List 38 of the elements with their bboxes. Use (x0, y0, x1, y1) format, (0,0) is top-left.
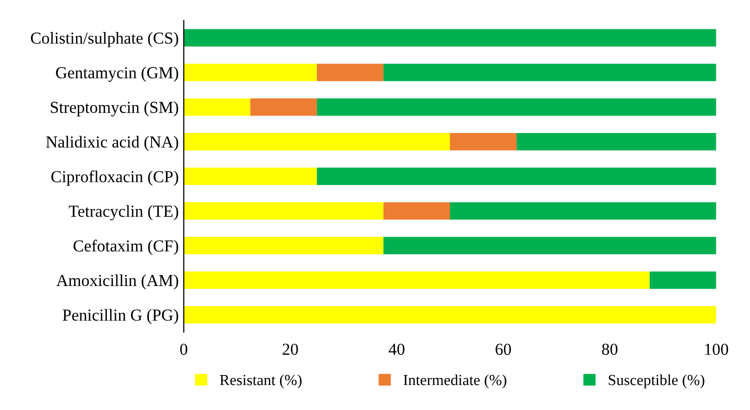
bar (184, 29, 716, 46)
bar (250, 98, 317, 116)
bar (316, 168, 716, 185)
x-tick-label: 80 (602, 344, 618, 355)
bar (316, 64, 384, 82)
legend-label: Intermediate (%) (404, 374, 506, 388)
bar (383, 64, 716, 82)
y-tick-label: Gentamycin (GM) (56, 66, 178, 82)
y-tick-label: Colistin/sulphate (CS) (30, 32, 178, 48)
y-tick-label: Nalidixic acid (NA) (46, 136, 178, 152)
x-tick-label: 60 (496, 344, 511, 355)
bar (184, 168, 317, 185)
x-tick-label: 100 (705, 344, 728, 355)
y-tick-label: Ciprofloxacin (CP) (51, 170, 178, 186)
bar (184, 306, 716, 324)
bar (383, 236, 716, 254)
y-tick-label: Penicillin G (PG) (62, 309, 178, 324)
legend-label: Resistant (%) (220, 374, 302, 388)
bar (184, 64, 317, 82)
bar (184, 236, 384, 254)
legend-label: Susceptible (%) (608, 374, 704, 388)
bar (650, 272, 716, 289)
y-tick-label: Cefotaxim (CF) (74, 240, 178, 255)
bar (316, 98, 716, 116)
y-tick-label: Tetracyclin (TE) (68, 205, 178, 220)
x-tick-label: 0 (180, 344, 188, 355)
bar (184, 272, 650, 289)
x-tick-label: 20 (282, 344, 298, 355)
bar (516, 133, 716, 150)
bar (184, 202, 384, 220)
bar (184, 98, 250, 116)
bar (383, 202, 450, 220)
bar (450, 202, 716, 220)
y-tick-label: Streptomycin (SM) (50, 101, 178, 116)
x-tick-label: 40 (388, 344, 404, 355)
bar (450, 133, 517, 150)
bar (184, 133, 450, 150)
y-tick-label: Amoxicillin (AM) (56, 274, 178, 290)
